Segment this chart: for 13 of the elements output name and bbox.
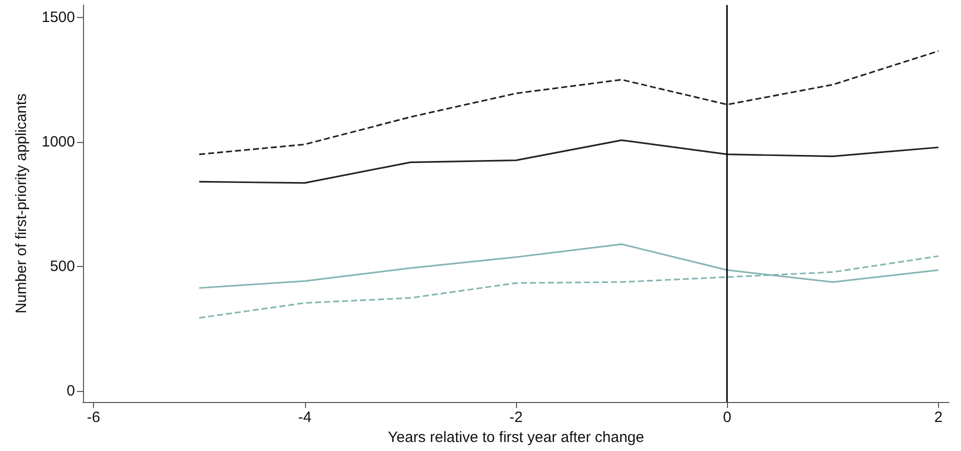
x-tick-label: 0 <box>723 409 732 426</box>
y-tick-label: 0 <box>66 382 75 400</box>
y-tick-label: 1500 <box>42 8 75 26</box>
x-tick-label: 2 <box>934 409 943 426</box>
x-axis-title: Years relative to first year after change <box>388 428 644 446</box>
y-tick-label: 500 <box>50 258 75 275</box>
y-tick-label: 1000 <box>42 133 75 150</box>
line-series <box>198 139 940 184</box>
x-tick-label: -4 <box>298 409 312 426</box>
line-series <box>198 50 940 156</box>
y-axis-title: Number of first-priority applicants <box>13 93 30 314</box>
x-tick-label: -2 <box>509 409 523 426</box>
x-tick-label: -6 <box>86 409 100 426</box>
